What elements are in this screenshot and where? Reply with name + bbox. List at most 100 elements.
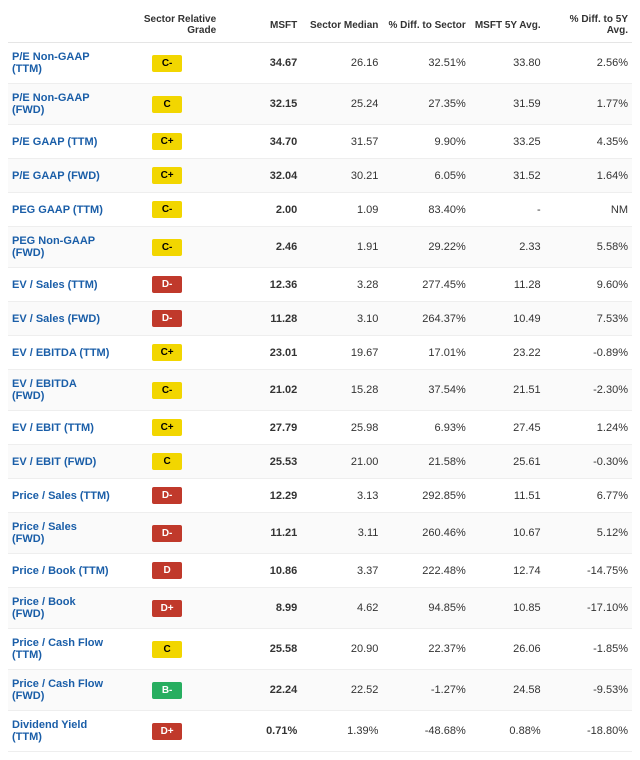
- metric-name[interactable]: Dividend Yield (TTM): [8, 711, 114, 752]
- col-avg5y: MSFT 5Y Avg.: [470, 8, 545, 43]
- median-cell: 31.57: [301, 125, 382, 159]
- header-row: Sector Relative Grade MSFT Sector Median…: [8, 8, 632, 43]
- metric-name[interactable]: EV / Sales (FWD): [8, 302, 114, 336]
- col-diff-sector: % Diff. to Sector: [382, 8, 469, 43]
- table-row: EV / EBIT (FWD)C25.5321.0021.58%25.61-0.…: [8, 445, 632, 479]
- grade-badge[interactable]: C+: [152, 419, 182, 436]
- metric-name[interactable]: PEG GAAP (TTM): [8, 193, 114, 227]
- metric-name[interactable]: PEG Non-GAAP (FWD): [8, 227, 114, 268]
- avg5y-cell: 11.51: [470, 479, 545, 513]
- diff_5y-cell: -1.85%: [545, 629, 632, 670]
- diff_sector-cell: -48.68%: [382, 711, 469, 752]
- valuation-table: Sector Relative Grade MSFT Sector Median…: [8, 8, 632, 752]
- table-row: Dividend Yield (TTM)D+0.71%1.39%-48.68%0…: [8, 711, 632, 752]
- value-cell: 25.58: [220, 629, 301, 670]
- diff_sector-cell: 83.40%: [382, 193, 469, 227]
- median-cell: 1.91: [301, 227, 382, 268]
- grade-badge[interactable]: B-: [152, 682, 182, 699]
- grade-badge[interactable]: C: [152, 453, 182, 470]
- grade-badge[interactable]: C: [152, 641, 182, 658]
- median-cell: 1.09: [301, 193, 382, 227]
- metric-name[interactable]: EV / Sales (TTM): [8, 268, 114, 302]
- table-row: P/E Non-GAAP (TTM)C-34.6726.1632.51%33.8…: [8, 43, 632, 84]
- grade-badge[interactable]: D-: [152, 310, 182, 327]
- table-row: Price / Book (TTM)D10.863.37222.48%12.74…: [8, 554, 632, 588]
- grade-badge[interactable]: D+: [152, 600, 182, 617]
- grade-badge[interactable]: C-: [152, 201, 182, 218]
- metric-name[interactable]: P/E GAAP (FWD): [8, 159, 114, 193]
- avg5y-cell: 21.51: [470, 370, 545, 411]
- avg5y-cell: 26.06: [470, 629, 545, 670]
- diff_sector-cell: 37.54%: [382, 370, 469, 411]
- avg5y-cell: 2.33: [470, 227, 545, 268]
- grade-badge[interactable]: C+: [152, 344, 182, 361]
- median-cell: 3.28: [301, 268, 382, 302]
- diff_sector-cell: 27.35%: [382, 84, 469, 125]
- metric-name[interactable]: P/E Non-GAAP (FWD): [8, 84, 114, 125]
- median-cell: 3.10: [301, 302, 382, 336]
- grade-badge[interactable]: D-: [152, 276, 182, 293]
- diff_5y-cell: -2.30%: [545, 370, 632, 411]
- avg5y-cell: 23.22: [470, 336, 545, 370]
- median-cell: 15.28: [301, 370, 382, 411]
- metric-name[interactable]: Price / Sales (FWD): [8, 513, 114, 554]
- diff_5y-cell: 1.64%: [545, 159, 632, 193]
- grade-cell: C+: [114, 411, 220, 445]
- col-metric: [8, 8, 114, 43]
- metric-name[interactable]: EV / EBITDA (TTM): [8, 336, 114, 370]
- median-cell: 25.24: [301, 84, 382, 125]
- diff_5y-cell: 4.35%: [545, 125, 632, 159]
- diff_sector-cell: -1.27%: [382, 670, 469, 711]
- grade-badge[interactable]: C: [152, 96, 182, 113]
- value-cell: 11.28: [220, 302, 301, 336]
- metric-name[interactable]: P/E Non-GAAP (TTM): [8, 43, 114, 84]
- metric-name[interactable]: Price / Cash Flow (TTM): [8, 629, 114, 670]
- metric-name[interactable]: Price / Cash Flow (FWD): [8, 670, 114, 711]
- avg5y-cell: 27.45: [470, 411, 545, 445]
- diff_sector-cell: 17.01%: [382, 336, 469, 370]
- grade-badge[interactable]: D-: [152, 525, 182, 542]
- diff_5y-cell: 1.77%: [545, 84, 632, 125]
- grade-badge[interactable]: D: [152, 562, 182, 579]
- grade-cell: C-: [114, 193, 220, 227]
- grade-cell: C-: [114, 370, 220, 411]
- grade-badge[interactable]: C+: [152, 167, 182, 184]
- value-cell: 23.01: [220, 336, 301, 370]
- grade-badge[interactable]: D-: [152, 487, 182, 504]
- diff_sector-cell: 6.05%: [382, 159, 469, 193]
- diff_5y-cell: 5.12%: [545, 513, 632, 554]
- grade-cell: C+: [114, 125, 220, 159]
- grade-badge[interactable]: C-: [152, 55, 182, 72]
- table-row: PEG Non-GAAP (FWD)C-2.461.9129.22%2.335.…: [8, 227, 632, 268]
- grade-cell: D-: [114, 479, 220, 513]
- diff_5y-cell: 9.60%: [545, 268, 632, 302]
- grade-cell: D-: [114, 513, 220, 554]
- metric-name[interactable]: Price / Book (TTM): [8, 554, 114, 588]
- metric-name[interactable]: EV / EBITDA (FWD): [8, 370, 114, 411]
- metric-name[interactable]: Price / Book (FWD): [8, 588, 114, 629]
- diff_sector-cell: 292.85%: [382, 479, 469, 513]
- metric-name[interactable]: EV / EBIT (FWD): [8, 445, 114, 479]
- diff_sector-cell: 260.46%: [382, 513, 469, 554]
- grade-cell: B-: [114, 670, 220, 711]
- table-row: EV / Sales (FWD)D-11.283.10264.37%10.497…: [8, 302, 632, 336]
- grade-badge[interactable]: C-: [152, 239, 182, 256]
- diff_5y-cell: 2.56%: [545, 43, 632, 84]
- diff_5y-cell: -17.10%: [545, 588, 632, 629]
- grade-badge[interactable]: C+: [152, 133, 182, 150]
- table-row: EV / EBITDA (FWD)C-21.0215.2837.54%21.51…: [8, 370, 632, 411]
- diff_sector-cell: 21.58%: [382, 445, 469, 479]
- metric-name[interactable]: P/E GAAP (TTM): [8, 125, 114, 159]
- metric-name[interactable]: EV / EBIT (TTM): [8, 411, 114, 445]
- grade-badge[interactable]: D+: [152, 723, 182, 740]
- table-row: PEG GAAP (TTM)C-2.001.0983.40%-NM: [8, 193, 632, 227]
- value-cell: 12.29: [220, 479, 301, 513]
- value-cell: 34.67: [220, 43, 301, 84]
- grade-badge[interactable]: C-: [152, 382, 182, 399]
- table-row: EV / EBITDA (TTM)C+23.0119.6717.01%23.22…: [8, 336, 632, 370]
- diff_sector-cell: 29.22%: [382, 227, 469, 268]
- avg5y-cell: 24.58: [470, 670, 545, 711]
- median-cell: 3.13: [301, 479, 382, 513]
- value-cell: 32.04: [220, 159, 301, 193]
- metric-name[interactable]: Price / Sales (TTM): [8, 479, 114, 513]
